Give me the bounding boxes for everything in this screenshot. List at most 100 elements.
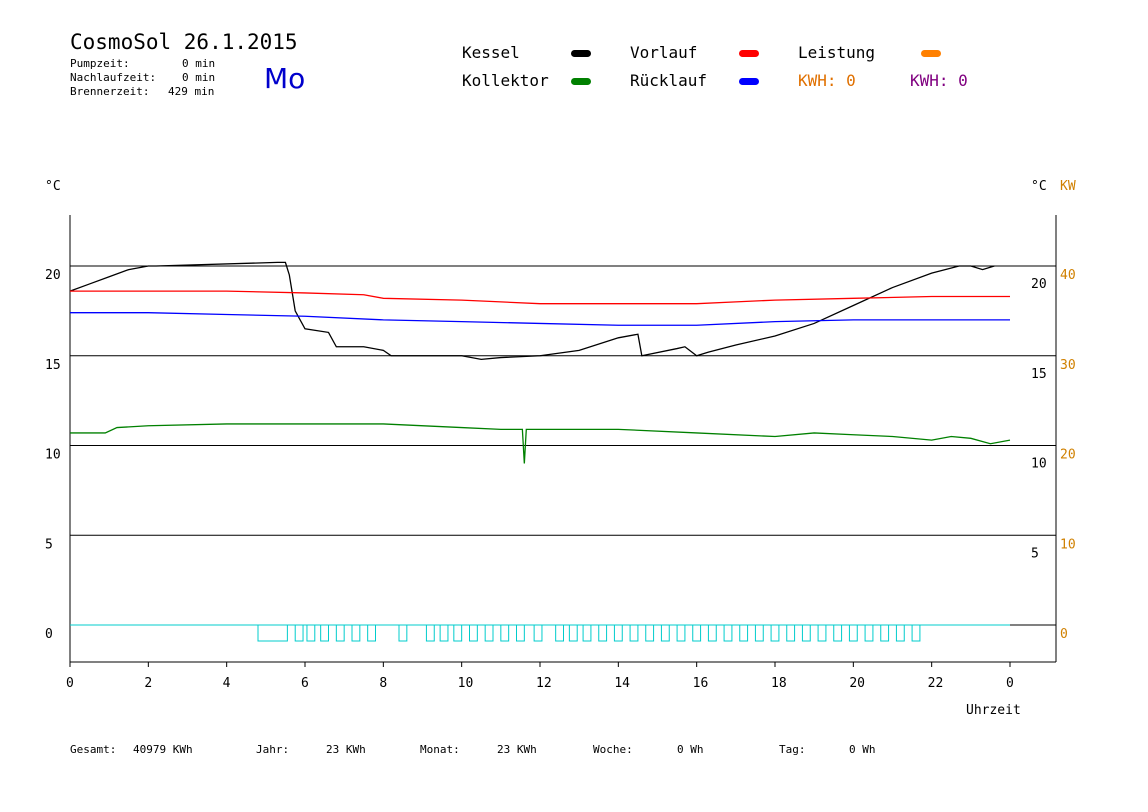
pump-pulse: [770, 624, 780, 642]
footer-woche-label: Woche:: [593, 743, 633, 756]
pump-pulse: [911, 624, 921, 642]
legend-leistung-label: Leistung: [798, 43, 876, 62]
pump-pulse: [598, 624, 608, 642]
pump-pulse: [707, 624, 717, 642]
legend-kessel-label: Kessel: [462, 43, 520, 62]
y-tick-kw: 20: [1060, 448, 1076, 463]
stat-nachlaufzeit-label: Nachlaufzeit:: [70, 71, 157, 84]
legend-ruecklauf-swatch: [739, 78, 759, 85]
y-tick-kw: 10: [1060, 537, 1076, 552]
pump-pulse: [306, 624, 316, 642]
y-tick-right: 20: [1031, 277, 1047, 292]
x-axis-title: Uhrzeit: [966, 703, 1021, 718]
y-axis-unit-right: °C: [1031, 179, 1047, 194]
pump-pulse: [294, 624, 304, 642]
pump-pulse: [335, 624, 345, 642]
pump-pulse: [895, 624, 905, 642]
pump-pulse: [660, 624, 670, 642]
weekday-label: Mo: [264, 62, 306, 95]
pump-pulse: [351, 624, 361, 642]
chart-title: CosmoSol 26.1.2015: [70, 30, 298, 54]
legend-kollektor-label: Kollektor: [462, 71, 549, 90]
stat-pumpzeit-value: 0 min: [182, 57, 216, 70]
x-tick-label: 20: [849, 676, 865, 691]
legend-kessel-swatch: [571, 50, 591, 57]
legend-vorlauf-label: Vorlauf: [630, 43, 698, 62]
pump-pulse: [817, 624, 827, 642]
y-axis-unit-kw: KW: [1060, 179, 1076, 194]
pump-pulse: [533, 624, 543, 642]
y-tick-left: 5: [45, 537, 53, 552]
x-tick-label: 2: [144, 676, 152, 691]
y-tick-kw: 0: [1060, 627, 1068, 642]
stat-brennerzeit-label: Brennerzeit:: [70, 85, 150, 98]
pump-pulse: [257, 624, 288, 642]
pump-pulse: [582, 624, 592, 642]
pump-pulse: [555, 624, 565, 642]
kwh-total-1: KWH: 0: [798, 71, 856, 90]
pump-pulse: [739, 624, 749, 642]
pump-pulse: [833, 624, 843, 642]
pump-pulse: [469, 624, 478, 642]
pump-pulse: [645, 624, 655, 642]
pump-pulse: [754, 624, 764, 642]
pump-pulse: [398, 624, 408, 642]
pump-pulse: [786, 624, 796, 642]
series-line-kollektor: [70, 423, 1011, 464]
stat-pumpzeit-label: Pumpzeit:: [70, 57, 130, 70]
y-tick-right: 15: [1031, 367, 1047, 382]
x-tick-label: 4: [223, 676, 231, 691]
legend-kollektor-swatch: [571, 78, 591, 85]
y-tick-left: 20: [45, 268, 61, 283]
footer-gesamt-value: 40979 KWh: [133, 743, 193, 756]
x-tick-label: 8: [379, 676, 387, 691]
pump-pulse: [613, 624, 623, 642]
pump-pulse: [516, 624, 525, 642]
footer-woche-value: 0 Wh: [677, 743, 704, 756]
pump-pulse: [676, 624, 686, 642]
y-tick-left: 0: [45, 627, 53, 642]
y-tick-left: 15: [45, 358, 61, 373]
x-tick-label: 6: [301, 676, 309, 691]
pump-pulse: [723, 624, 733, 642]
x-tick-label: 0: [1006, 676, 1014, 691]
legend-ruecklauf-label: Rücklauf: [630, 71, 708, 90]
footer-tag-label: Tag:: [779, 743, 806, 756]
footer-jahr-value: 23 KWh: [326, 743, 366, 756]
kwh-total-2: KWH: 0: [910, 71, 968, 90]
x-tick-label: 10: [458, 676, 474, 691]
stat-brennerzeit-value: 429 min: [168, 85, 215, 98]
pump-pulse: [367, 624, 376, 642]
footer-tag-value: 0 Wh: [849, 743, 876, 756]
series-line-kessel: [69, 261, 995, 360]
pump-pulse: [801, 624, 811, 642]
x-tick-label: 0: [66, 676, 74, 691]
y-tick-right: 10: [1031, 457, 1047, 472]
pump-pulse: [880, 624, 890, 642]
x-tick-label: 12: [536, 676, 552, 691]
y-tick-kw: 40: [1060, 268, 1076, 283]
x-tick-label: 16: [693, 676, 709, 691]
pump-pulse: [500, 624, 510, 642]
footer-gesamt-label: Gesamt:: [70, 743, 117, 756]
pump-pulse: [425, 624, 435, 642]
footer-jahr-label: Jahr:: [256, 743, 290, 756]
y-tick-right: 5: [1031, 546, 1039, 561]
stat-nachlaufzeit-value: 0 min: [182, 71, 216, 84]
series-line-vorlauf: [70, 290, 1010, 305]
footer-monat-label: Monat:: [420, 743, 460, 756]
pump-pulse: [439, 624, 449, 642]
y-axis-unit-left: °C: [45, 179, 61, 194]
y-tick-kw: 30: [1060, 358, 1076, 373]
pump-pulse: [848, 624, 858, 642]
legend-vorlauf-swatch: [739, 50, 759, 57]
pump-pulse: [692, 624, 702, 642]
legend-leistung-swatch: [921, 50, 941, 57]
series-line-rcklauf: [70, 312, 1010, 326]
x-tick-label: 22: [928, 676, 944, 691]
pump-pulse: [864, 624, 874, 642]
x-tick-label: 14: [614, 676, 630, 691]
pump-pulse: [484, 624, 494, 642]
pump-pulse: [629, 624, 639, 642]
